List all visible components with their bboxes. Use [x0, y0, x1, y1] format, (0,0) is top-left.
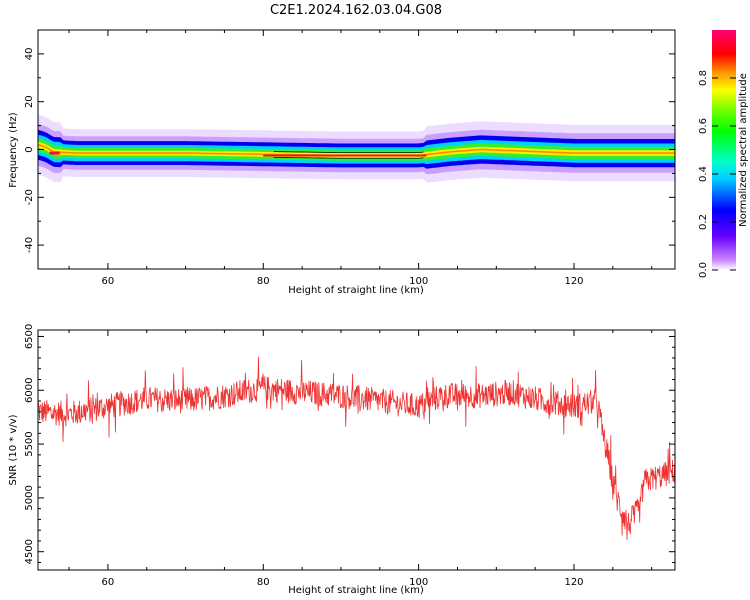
x-tick-label: 80	[257, 276, 270, 287]
snr-x-axis-label: Height of straight line (km)	[288, 585, 424, 596]
y-tick-label: 5500	[24, 431, 35, 456]
x-tick-label: 60	[102, 577, 115, 588]
colorbar-gradient	[712, 30, 736, 270]
x-tick-label: 60	[102, 276, 115, 287]
colorbar-ticks: 0.0 0.2 0.4 0.6 0.8	[698, 70, 736, 278]
y-tick-label: 6000	[24, 378, 35, 403]
x-tick-label: 100	[409, 577, 428, 588]
figure-title: C2E1.2024.162.03.04.G08	[270, 3, 442, 18]
y-tick-label: -20	[24, 189, 35, 205]
snr-ticks: 60 80 100 120 6500 6000 5500 5000 4500	[24, 324, 675, 588]
colorbar: 0.0 0.2 0.4 0.6 0.8 Normalized spectral ampl…	[698, 30, 749, 278]
colorbar-tick-label: 0.4	[698, 166, 709, 182]
colorbar-tick-label: 0.0	[698, 262, 709, 278]
snr-frame	[37, 329, 676, 571]
snr-panel: 60 80 100 120 6500 6000 5500 5000 4500 Height of…	[8, 324, 676, 596]
colorbar-tick-label: 0.8	[698, 70, 709, 86]
snr-y-axis-label: SNR (10 * v/v)	[8, 414, 19, 485]
spectrogram-panel: 60 80 100 120 40 20 0 -20 -40 Height of straight…	[8, 29, 676, 296]
x-tick-label: 120	[564, 577, 583, 588]
x-tick-label: 80	[257, 577, 270, 588]
spectrum-contour-line	[273, 151, 424, 154]
colorbar-tick-label: 0.2	[698, 214, 709, 230]
snr-plot-area	[38, 356, 675, 540]
x-tick-label: 100	[409, 276, 428, 287]
y-tick-label: 20	[24, 95, 35, 108]
y-tick-label: 4500	[24, 539, 35, 564]
x-tick-label: 120	[564, 276, 583, 287]
y-tick-label: -40	[24, 237, 35, 253]
y-tick-label: 6500	[24, 324, 35, 349]
spectrogram-ticks: 60 80 100 120 40 20 0 -20 -40	[24, 29, 675, 287]
y-tick-label: 5000	[24, 485, 35, 510]
y-tick-label: 40	[24, 48, 35, 61]
y-tick-label: 0	[24, 146, 35, 152]
spectrogram-plot-area	[38, 114, 675, 183]
spectrogram-y-axis-label: Frequency (Hz)	[8, 112, 19, 188]
spectrum-contour-line	[273, 156, 424, 159]
snr-series-line	[38, 356, 675, 540]
spectrogram-x-axis-label: Height of straight line (km)	[288, 285, 424, 296]
colorbar-label: Normalized spectral amplitude	[738, 73, 749, 227]
colorbar-tick-label: 0.6	[698, 118, 709, 134]
